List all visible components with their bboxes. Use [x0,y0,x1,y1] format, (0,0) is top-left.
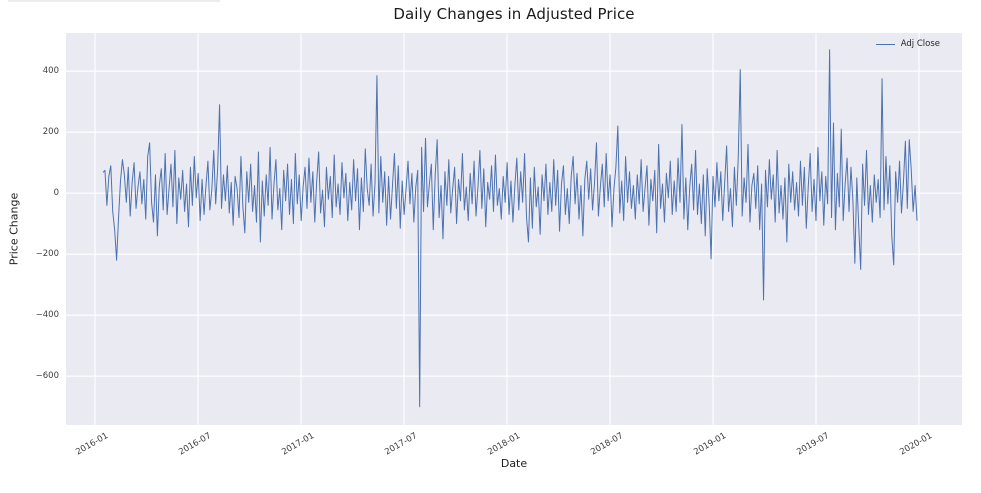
y-tick-label: 200 [42,126,59,137]
plot-area: Adj Close 400 200 0 −200 −400 −600 2016-01 2016… [36,33,962,457]
y-tick-label: 0 [53,187,59,198]
gridlines [66,33,962,425]
chart-title: Daily Changes in Adjusted Price [393,5,635,23]
legend-line-sample [875,43,895,45]
y-tick-label: −400 [35,309,59,320]
x-axis-label: Date [500,457,528,470]
y-tick-label: −600 [35,370,59,381]
legend-label: Adj Close [900,39,940,49]
top-edge-artifact [8,0,220,2]
adj-close-line [102,49,918,408]
legend: Adj Close [875,39,940,49]
plot-svg [66,33,962,425]
y-tick-label: −200 [35,248,59,259]
y-tick-label: 400 [42,65,59,76]
